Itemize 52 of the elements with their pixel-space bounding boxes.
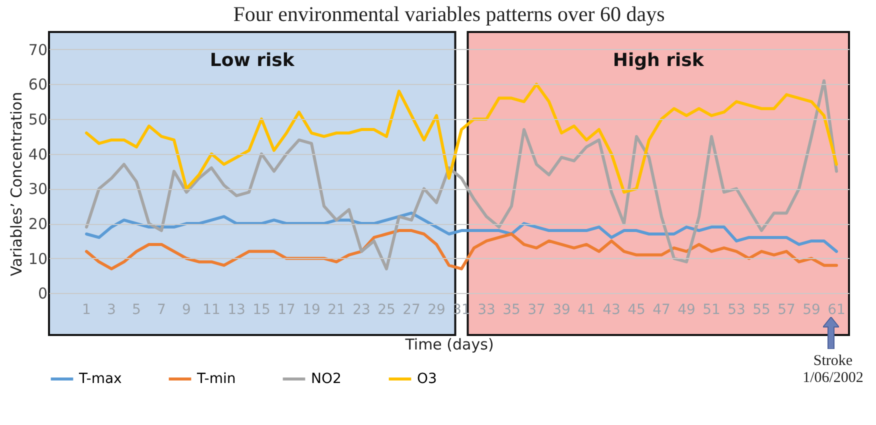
legend-label: O3 [417, 371, 437, 387]
x-tick-label: 7 [157, 302, 166, 318]
y-tick-label: 0 [38, 284, 48, 303]
x-axis-title: Time (days) [404, 336, 494, 354]
x-tick-label: 11 [202, 302, 220, 318]
x-tick-label: 55 [752, 302, 770, 318]
x-tick-label: 3 [107, 302, 116, 318]
y-tick-label: 40 [28, 145, 48, 164]
x-tick-label: 43 [602, 302, 620, 318]
x-tick-label: 17 [278, 302, 296, 318]
band-label: Low risk [210, 50, 296, 71]
x-tick-label: 47 [652, 302, 670, 318]
y-tick-label: 60 [28, 76, 48, 94]
y-tick-label: 30 [28, 180, 48, 198]
x-tick-label: 39 [552, 302, 570, 318]
line-series [85, 82, 838, 194]
y-tick-label: 50 [28, 110, 48, 129]
x-tick-label: 23 [352, 302, 370, 318]
legend-label: NO2 [311, 371, 342, 387]
text: Stroke 1/06/2002 [802, 353, 864, 387]
x-tick-label: 61 [828, 302, 846, 318]
x-tick-label: 25 [378, 302, 396, 318]
x-tick-label: 19 [302, 302, 320, 318]
x-tick-label: 51 [702, 302, 720, 318]
x-tick-label: 21 [328, 302, 346, 318]
legend-label: T-max [78, 371, 122, 387]
x-tick-label: 45 [628, 302, 646, 318]
x-tick-label: 59 [802, 302, 820, 318]
chart-title: Four environmental variables patterns over 60 days [233, 2, 665, 26]
x-tick-label: 15 [252, 302, 270, 318]
x-tick-label: 53 [728, 302, 746, 318]
y-tick-label: 70 [28, 40, 48, 59]
y-tick-label: 20 [28, 215, 48, 234]
x-tick-label: 57 [778, 302, 796, 318]
legend-label: T-min [196, 371, 236, 387]
x-tick-label: 1 [82, 302, 91, 318]
line-series [85, 229, 838, 270]
y-tick-label: 10 [28, 250, 48, 268]
x-tick-label: 49 [678, 302, 696, 318]
x-tick-label: 41 [578, 302, 596, 318]
x-tick-label: 37 [528, 302, 546, 318]
x-tick-label: 35 [502, 302, 520, 318]
x-tick-label: 13 [228, 302, 246, 318]
x-tick-label: 5 [132, 302, 141, 318]
band-label: High risk [612, 50, 705, 71]
x-tick-label: 29 [428, 302, 446, 318]
line-series [85, 79, 838, 270]
y-axis-title: Variables’ Concentration [7, 92, 26, 276]
x-tick-label: 9 [182, 302, 191, 318]
line-series [85, 212, 838, 253]
x-tick-label: 27 [402, 302, 420, 318]
x-tick-label: 33 [478, 302, 496, 318]
